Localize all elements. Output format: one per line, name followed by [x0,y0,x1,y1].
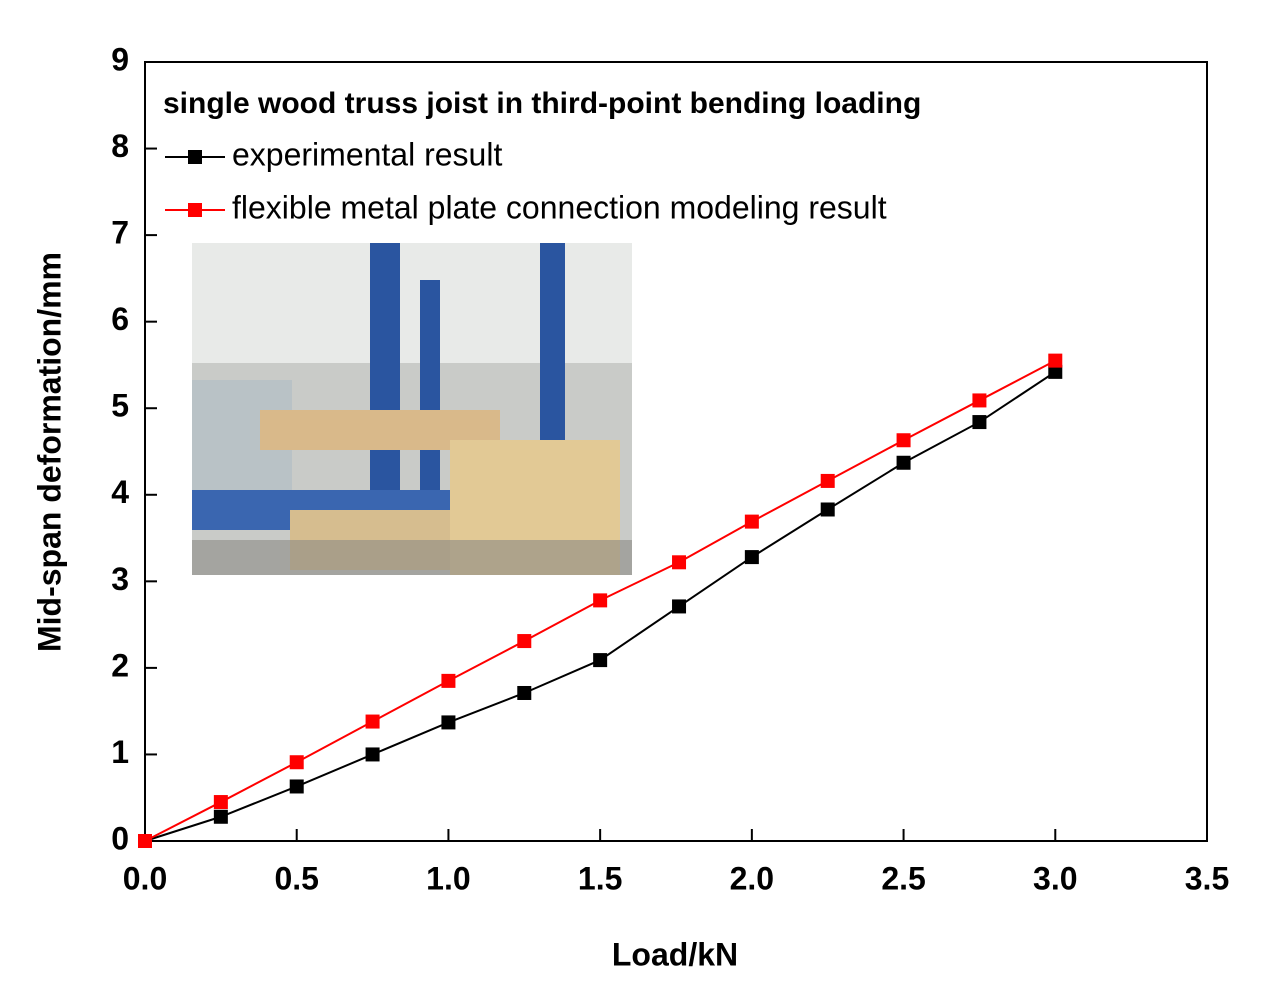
y-tick-label: 9 [111,41,129,77]
marker [1048,364,1063,379]
marker [365,714,380,729]
x-tick-label: 1.0 [426,860,470,896]
photo-inset [192,243,632,575]
marker [289,755,304,770]
marker [441,715,456,730]
marker [593,593,608,608]
x-tick-label: 2.0 [730,860,774,896]
marker [1048,353,1063,368]
marker [213,795,228,810]
legend-marker [188,203,202,217]
marker [289,779,304,794]
y-tick-label: 4 [111,474,129,510]
marker [441,673,456,688]
marker [896,455,911,470]
marker [972,393,987,408]
marker [517,685,532,700]
x-tick-label: 2.5 [881,860,925,896]
legend-label: flexible metal plate connection modeling… [232,189,887,225]
legend-marker [188,150,202,164]
x-tick-label: 1.5 [578,860,622,896]
marker [744,514,759,529]
marker [213,809,228,824]
marker [672,599,687,614]
x-tick-label: 3.0 [1033,860,1077,896]
marker [896,433,911,448]
chart-title: single wood truss joist in third-point b… [163,87,921,120]
y-axis-label: Mid-span deformation/mm [31,252,67,652]
y-tick-label: 0 [111,820,129,856]
marker [744,550,759,565]
y-tick-label: 8 [111,128,129,164]
marker [517,634,532,649]
marker [820,473,835,488]
x-tick-label: 0.5 [274,860,318,896]
marker [593,653,608,668]
marker [820,502,835,517]
y-tick-label: 7 [111,215,129,251]
y-tick-label: 6 [111,301,129,337]
marker [972,415,987,430]
x-tick-label: 0.0 [123,860,167,896]
y-tick-label: 1 [111,734,129,770]
marker [365,747,380,762]
marker [672,555,687,570]
x-tick-label: 3.5 [1185,860,1229,896]
plot-frame [144,61,1208,842]
y-tick-label: 3 [111,561,129,597]
marker [138,834,152,848]
x-axis-label: Load/kN [612,936,738,972]
y-tick-label: 5 [111,388,129,424]
legend-label: experimental result [232,136,502,172]
y-tick-label: 2 [111,647,129,683]
